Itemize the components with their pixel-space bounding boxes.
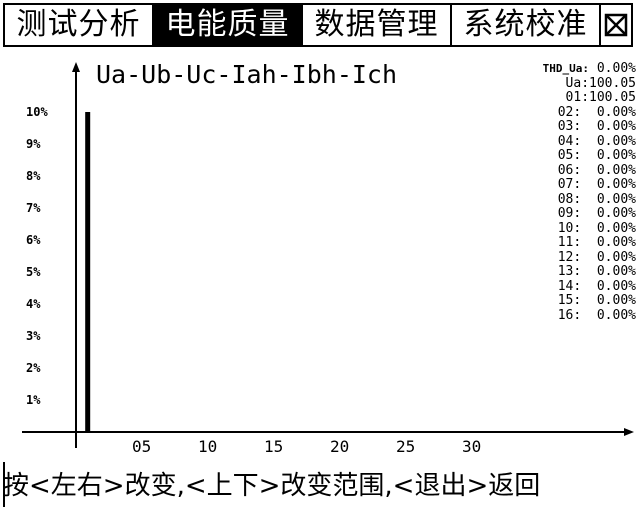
fundamental-row: Ua:100.05 bbox=[565, 75, 636, 91]
harmonic-row: 04: 0.00% bbox=[557, 133, 636, 149]
harmonic-row: 01:100.05 bbox=[565, 90, 636, 105]
tab-data-management[interactable]: 数据管理 bbox=[303, 5, 452, 45]
thd-value: 0.00% bbox=[596, 61, 636, 76]
chart-title: Ua-Ub-Uc-Iah-Ibh-Ich bbox=[96, 60, 398, 89]
y-axis-arrow bbox=[72, 62, 80, 72]
tab-system-calibration[interactable]: 系统校准 bbox=[452, 5, 601, 45]
y-tick-label: 6% bbox=[26, 233, 41, 247]
tab-bar: 测试分析 电能质量 数据管理 系统校准 bbox=[3, 3, 633, 47]
harmonic-row: 07: 0.00% bbox=[557, 177, 636, 192]
harmonic-row: 15: 0.00% bbox=[557, 293, 636, 308]
y-tick-label: 10% bbox=[26, 105, 48, 119]
x-axis-arrow bbox=[624, 428, 634, 436]
footer-hint: 按<左右>改变,<上下>改变范围,<退出>返回 bbox=[3, 471, 541, 501]
x-tick-label: 20 bbox=[330, 437, 350, 456]
y-tick-label: 1% bbox=[26, 393, 41, 407]
y-tick-label: 7% bbox=[26, 201, 41, 215]
x-tick-label: 30 bbox=[462, 437, 482, 456]
harmonic-row: 09: 0.00% bbox=[557, 206, 636, 221]
tab-power-quality[interactable]: 电能质量 bbox=[154, 5, 303, 45]
harmonic-row: 13: 0.00% bbox=[557, 264, 636, 279]
y-tick-label: 3% bbox=[26, 329, 41, 343]
footer-left-border bbox=[3, 462, 5, 507]
harmonic-info-panel: THD_Ua: 0.00% Ua:100.05 01:100.05 02: 0.0… bbox=[470, 61, 636, 323]
y-tick-label: 8% bbox=[26, 169, 41, 183]
harmonic-row: 06: 0.00% bbox=[557, 162, 636, 178]
x-tick-label: 05 bbox=[132, 437, 152, 456]
y-tick-label: 9% bbox=[26, 137, 41, 151]
y-tick-label: 4% bbox=[26, 297, 41, 311]
y-tick-label: 2% bbox=[26, 361, 41, 375]
harmonic-row: 14: 0.00% bbox=[557, 278, 636, 294]
close-button[interactable] bbox=[601, 5, 631, 45]
harmonic-row: 08: 0.00% bbox=[557, 191, 636, 207]
thd-row: THD_Ua: 0.00% bbox=[470, 61, 636, 77]
harmonic-row: 12: 0.00% bbox=[557, 249, 636, 265]
x-tick-label: 25 bbox=[396, 437, 416, 456]
harmonic-row: 02: 0.00% bbox=[557, 104, 636, 120]
y-tick-label: 5% bbox=[26, 265, 41, 279]
x-tick-label: 15 bbox=[264, 437, 284, 456]
harmonic-row: 11: 0.00% bbox=[557, 235, 636, 250]
harmonic-row: 03: 0.00% bbox=[557, 119, 636, 134]
tab-test-analysis[interactable]: 测试分析 bbox=[5, 5, 154, 45]
harmonic-row: 05: 0.00% bbox=[557, 148, 636, 163]
close-box-icon bbox=[604, 13, 628, 37]
x-tick-label: 10 bbox=[198, 437, 218, 456]
harmonic-row: 16: 0.00% bbox=[557, 307, 636, 323]
harmonic-row: 10: 0.00% bbox=[557, 220, 636, 236]
harmonic-bar bbox=[85, 112, 91, 432]
thd-label: THD_Ua: bbox=[542, 62, 590, 75]
